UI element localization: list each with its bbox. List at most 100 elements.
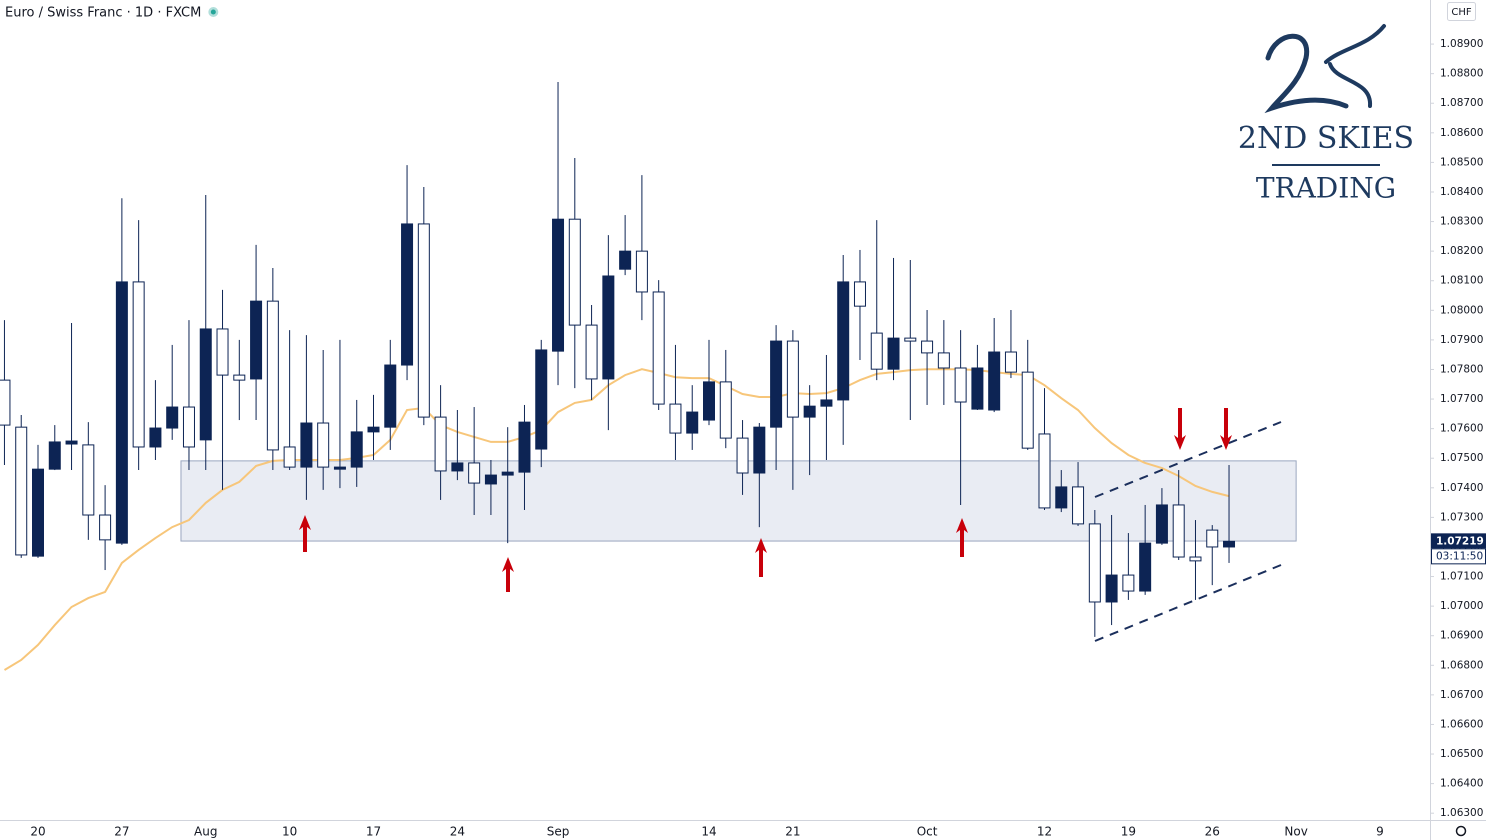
y-tick-label: 1.07100 bbox=[1440, 571, 1483, 583]
y-tick-label: 1.06800 bbox=[1440, 659, 1483, 671]
logo-mark bbox=[1264, 33, 1349, 114]
x-tick-label: 17 bbox=[366, 825, 381, 839]
x-tick-label: Oct bbox=[917, 825, 938, 839]
chart-title: Euro / Swiss Franc · 1D · FXCM bbox=[5, 6, 201, 21]
currency-box[interactable] bbox=[1447, 2, 1476, 21]
x-tick-label: 19 bbox=[1121, 825, 1136, 839]
y-tick-label: 1.08300 bbox=[1440, 216, 1483, 228]
candle-body bbox=[317, 422, 330, 468]
y-tick-label: 1.07500 bbox=[1440, 452, 1483, 464]
candle-body bbox=[837, 281, 850, 401]
y-tick-label: 1.06600 bbox=[1440, 718, 1483, 730]
candle-body bbox=[1038, 433, 1051, 509]
candle-body bbox=[719, 381, 732, 439]
candle-body bbox=[870, 332, 883, 370]
candle-body bbox=[417, 223, 430, 418]
y-tick-label: 1.07700 bbox=[1440, 393, 1483, 405]
candle-body bbox=[669, 403, 682, 434]
logo-line2: TRADING bbox=[1256, 172, 1396, 205]
candle-body bbox=[518, 421, 531, 473]
candle-body bbox=[149, 427, 162, 448]
y-tick-label: 1.08800 bbox=[1440, 68, 1483, 80]
candle-body bbox=[350, 431, 363, 468]
candle-body bbox=[853, 281, 866, 307]
candle-body bbox=[568, 218, 581, 326]
x-tick-label: 27 bbox=[114, 825, 129, 839]
channel-upper bbox=[1094, 421, 1282, 498]
candle-body bbox=[1122, 574, 1135, 592]
x-tick-label: Sep bbox=[547, 825, 570, 839]
candle-body bbox=[451, 462, 464, 472]
logo-mark bbox=[1324, 24, 1386, 108]
price-tag bbox=[1431, 533, 1486, 549]
y-tick-label: 1.06900 bbox=[1440, 630, 1483, 642]
channel-lower bbox=[1094, 564, 1282, 642]
candle-body bbox=[333, 466, 346, 470]
candle-body bbox=[971, 367, 984, 410]
candle-body bbox=[954, 367, 967, 403]
candle-body bbox=[1189, 556, 1202, 562]
candle-body bbox=[535, 349, 548, 450]
candle-body bbox=[32, 468, 44, 557]
candle-body bbox=[250, 300, 263, 380]
candle-body bbox=[199, 328, 212, 441]
support-zone bbox=[180, 460, 1297, 542]
y-tick-label: 1.08000 bbox=[1440, 304, 1483, 316]
y-tick-label: 1.07300 bbox=[1440, 511, 1483, 523]
candle-body bbox=[1139, 542, 1152, 592]
y-tick-label: 1.08500 bbox=[1440, 156, 1483, 168]
arrow-down bbox=[1174, 408, 1186, 450]
candle-body bbox=[434, 416, 447, 472]
candle-body bbox=[1072, 486, 1085, 525]
candle-body bbox=[1155, 504, 1168, 544]
candle-body bbox=[1206, 529, 1219, 548]
candle-body bbox=[1088, 523, 1101, 603]
arrows bbox=[299, 408, 1232, 592]
y-tick-label: 1.08900 bbox=[1440, 38, 1483, 50]
y-tick-label: 1.08700 bbox=[1440, 97, 1483, 109]
candle-body bbox=[166, 406, 179, 429]
candle-body bbox=[1004, 351, 1017, 373]
candle-body bbox=[1105, 574, 1118, 603]
candle-body bbox=[988, 351, 1001, 411]
settings-icon[interactable] bbox=[1455, 825, 1467, 837]
candle-body bbox=[803, 405, 816, 418]
candle-body bbox=[99, 514, 112, 541]
candle-body bbox=[367, 426, 380, 433]
x-tick-label: 12 bbox=[1037, 825, 1052, 839]
y-tick-label: 1.06400 bbox=[1440, 778, 1483, 790]
x-tick-label: 20 bbox=[30, 825, 45, 839]
candle-body bbox=[753, 426, 766, 474]
y-tick-label: 1.07400 bbox=[1440, 482, 1483, 494]
x-tick-label: 26 bbox=[1205, 825, 1220, 839]
y-tick-label: 1.07800 bbox=[1440, 363, 1483, 375]
x-tick-label: 21 bbox=[785, 825, 800, 839]
candle-body bbox=[468, 462, 481, 484]
logo: 2ND SKIES TRADING bbox=[1238, 24, 1414, 205]
candle-body bbox=[48, 441, 61, 470]
x-tick-label: 24 bbox=[450, 825, 465, 839]
candle-body bbox=[82, 444, 95, 516]
candle-body bbox=[1055, 486, 1068, 509]
x-tick-label: 14 bbox=[701, 825, 716, 839]
currency-label[interactable]: CHF bbox=[1451, 7, 1472, 18]
arrow-up bbox=[502, 557, 514, 592]
x-tick-label: Nov bbox=[1284, 825, 1307, 839]
price-tag-label: 1.07219 bbox=[1436, 535, 1484, 547]
candle-body bbox=[887, 337, 900, 370]
candle-body bbox=[585, 324, 598, 380]
y-tick-label: 1.06500 bbox=[1440, 748, 1483, 760]
y-tick-label: 1.08100 bbox=[1440, 275, 1483, 287]
arrow-up bbox=[299, 515, 311, 552]
candle-body bbox=[401, 223, 414, 366]
candle-body bbox=[1021, 371, 1034, 449]
candle-body bbox=[736, 437, 749, 474]
y-tick-label: 1.07900 bbox=[1440, 334, 1483, 346]
y-tick-label: 1.06700 bbox=[1440, 689, 1483, 701]
candle-body bbox=[703, 381, 715, 421]
plot-area bbox=[0, 81, 1297, 671]
arrow-down bbox=[1220, 408, 1232, 450]
countdown: 03:11:50 bbox=[1436, 550, 1483, 562]
